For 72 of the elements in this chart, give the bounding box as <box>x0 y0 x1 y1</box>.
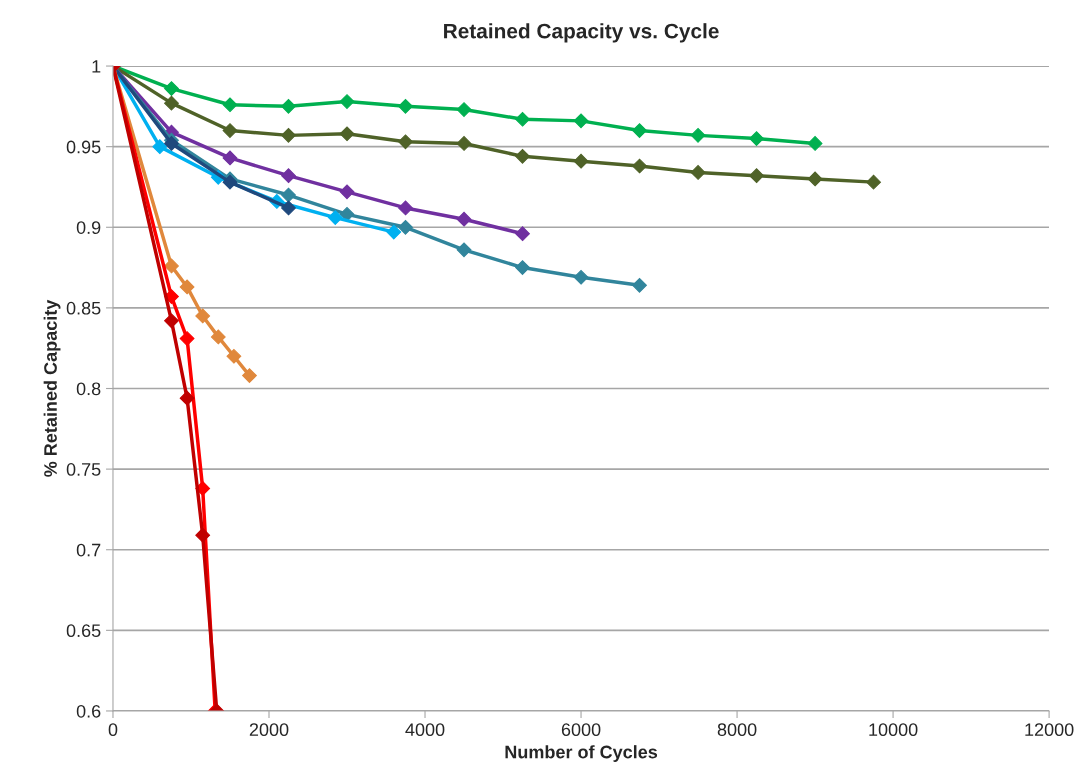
point <box>515 148 530 164</box>
y-tick-label: 0.85 <box>66 301 101 315</box>
point <box>398 200 413 216</box>
point <box>632 277 647 293</box>
point <box>398 134 413 150</box>
y-tick-label: 0.9 <box>76 221 101 234</box>
point <box>573 153 589 169</box>
point <box>226 348 242 364</box>
point <box>195 527 211 543</box>
point <box>456 242 472 258</box>
point <box>281 98 296 114</box>
x-tick-label: 8000 <box>717 723 757 737</box>
x-tick-label: 0 <box>108 723 118 737</box>
y-tick-label: 0.75 <box>66 463 101 476</box>
point <box>456 102 472 117</box>
y-tick-label: 0.6 <box>76 704 101 718</box>
point <box>866 174 881 190</box>
point <box>164 95 179 111</box>
point <box>164 136 179 151</box>
point <box>515 226 530 242</box>
point <box>164 258 179 274</box>
point <box>515 260 530 275</box>
point <box>152 139 168 155</box>
point <box>281 127 296 143</box>
point <box>281 200 296 216</box>
point <box>386 224 402 240</box>
y-tick-label: 0.7 <box>76 543 101 557</box>
point <box>281 168 296 184</box>
point <box>632 158 647 174</box>
point <box>515 111 530 127</box>
point <box>339 94 355 109</box>
x-tick-label: 12000 <box>1025 723 1074 737</box>
point <box>807 171 823 187</box>
point <box>339 184 355 200</box>
point <box>222 150 238 166</box>
y-axis-title: % Retained Capacity <box>43 299 61 477</box>
point <box>398 219 413 235</box>
y-tick-label: 0.8 <box>76 382 101 396</box>
point <box>210 329 226 345</box>
x-tick-label: 10000 <box>869 723 918 737</box>
point <box>179 331 195 346</box>
point <box>222 97 238 113</box>
point <box>222 123 238 138</box>
point <box>749 131 764 146</box>
point <box>327 210 343 225</box>
point <box>807 136 823 151</box>
point <box>456 136 472 151</box>
point <box>690 165 706 180</box>
point <box>339 126 355 142</box>
point <box>242 368 257 383</box>
point <box>281 187 296 203</box>
point <box>398 98 413 114</box>
point <box>690 127 706 143</box>
point <box>573 113 589 129</box>
point <box>456 211 472 227</box>
x-axis-title: Number of Cycles <box>505 745 658 762</box>
point <box>179 390 195 406</box>
point <box>195 308 211 324</box>
y-tick-label: 0.65 <box>66 624 101 638</box>
chart-title: Retained Capacity vs. Cycle <box>444 23 719 43</box>
point <box>573 269 589 285</box>
x-tick-label: 2000 <box>249 723 289 737</box>
y-tick-label: 0.95 <box>66 140 101 154</box>
point <box>632 123 647 138</box>
y-tick-label: 1 <box>92 60 101 73</box>
point <box>164 81 179 97</box>
point <box>179 279 195 295</box>
point <box>339 206 355 222</box>
point <box>164 313 179 329</box>
x-tick-label: 6000 <box>561 723 601 737</box>
point <box>749 168 764 184</box>
x-tick-label: 4000 <box>405 723 445 737</box>
